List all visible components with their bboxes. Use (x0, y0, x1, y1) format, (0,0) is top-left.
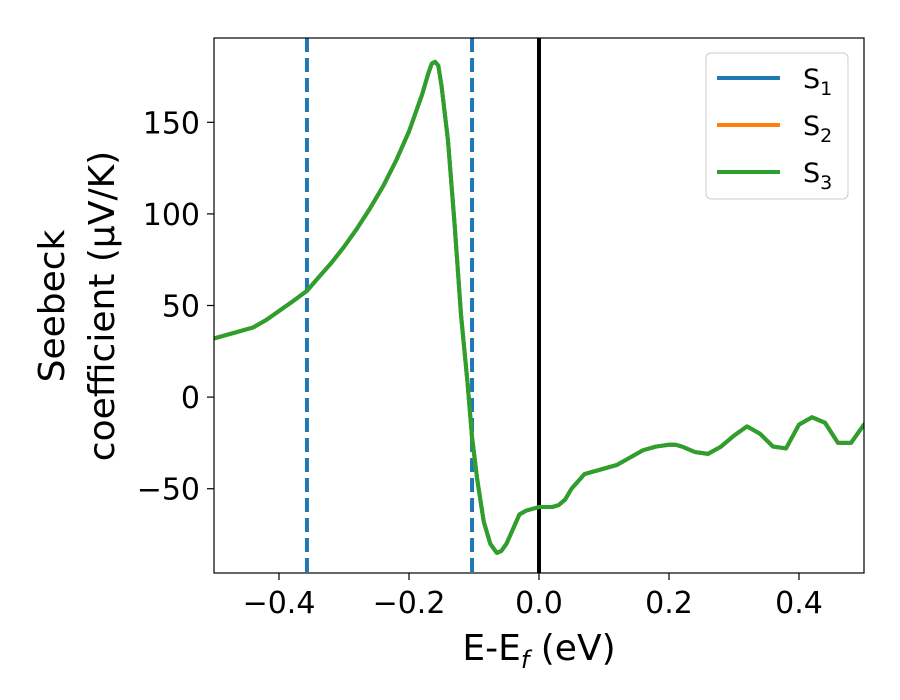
y-tick-label: 100 (143, 198, 200, 233)
x-tick-label: −0.4 (243, 586, 316, 621)
y-tick-label: 150 (143, 106, 200, 141)
legend-label-S1: S1 (803, 64, 832, 100)
x-tick-label: 0.2 (645, 586, 693, 621)
y-axis-label-line1: Seebeck (32, 229, 73, 382)
x-axis-label: E-Ef (eV) (462, 628, 615, 674)
y-axis-label-line2: coefficient (μV/K) (82, 151, 123, 461)
y-axis-ticks: −50 0 50 100 150 (137, 106, 214, 508)
y-tick-label: −50 (137, 473, 200, 508)
x-axis-ticks: −0.4 −0.2 0.0 0.2 0.4 (243, 573, 823, 621)
y-tick-label: 50 (162, 290, 200, 325)
series-lines (214, 59, 864, 555)
x-tick-label: 0.0 (515, 586, 563, 621)
legend-label-S3: S3 (803, 158, 832, 194)
series-line-S3 (214, 59, 864, 555)
y-tick-label: 0 (181, 381, 200, 416)
x-tick-label: 0.4 (775, 586, 823, 621)
reference-lines (304, 38, 541, 573)
legend: S1 S2 S3 (705, 52, 849, 200)
x-tick-label: −0.2 (373, 586, 446, 621)
legend-label-S2: S2 (803, 111, 832, 147)
